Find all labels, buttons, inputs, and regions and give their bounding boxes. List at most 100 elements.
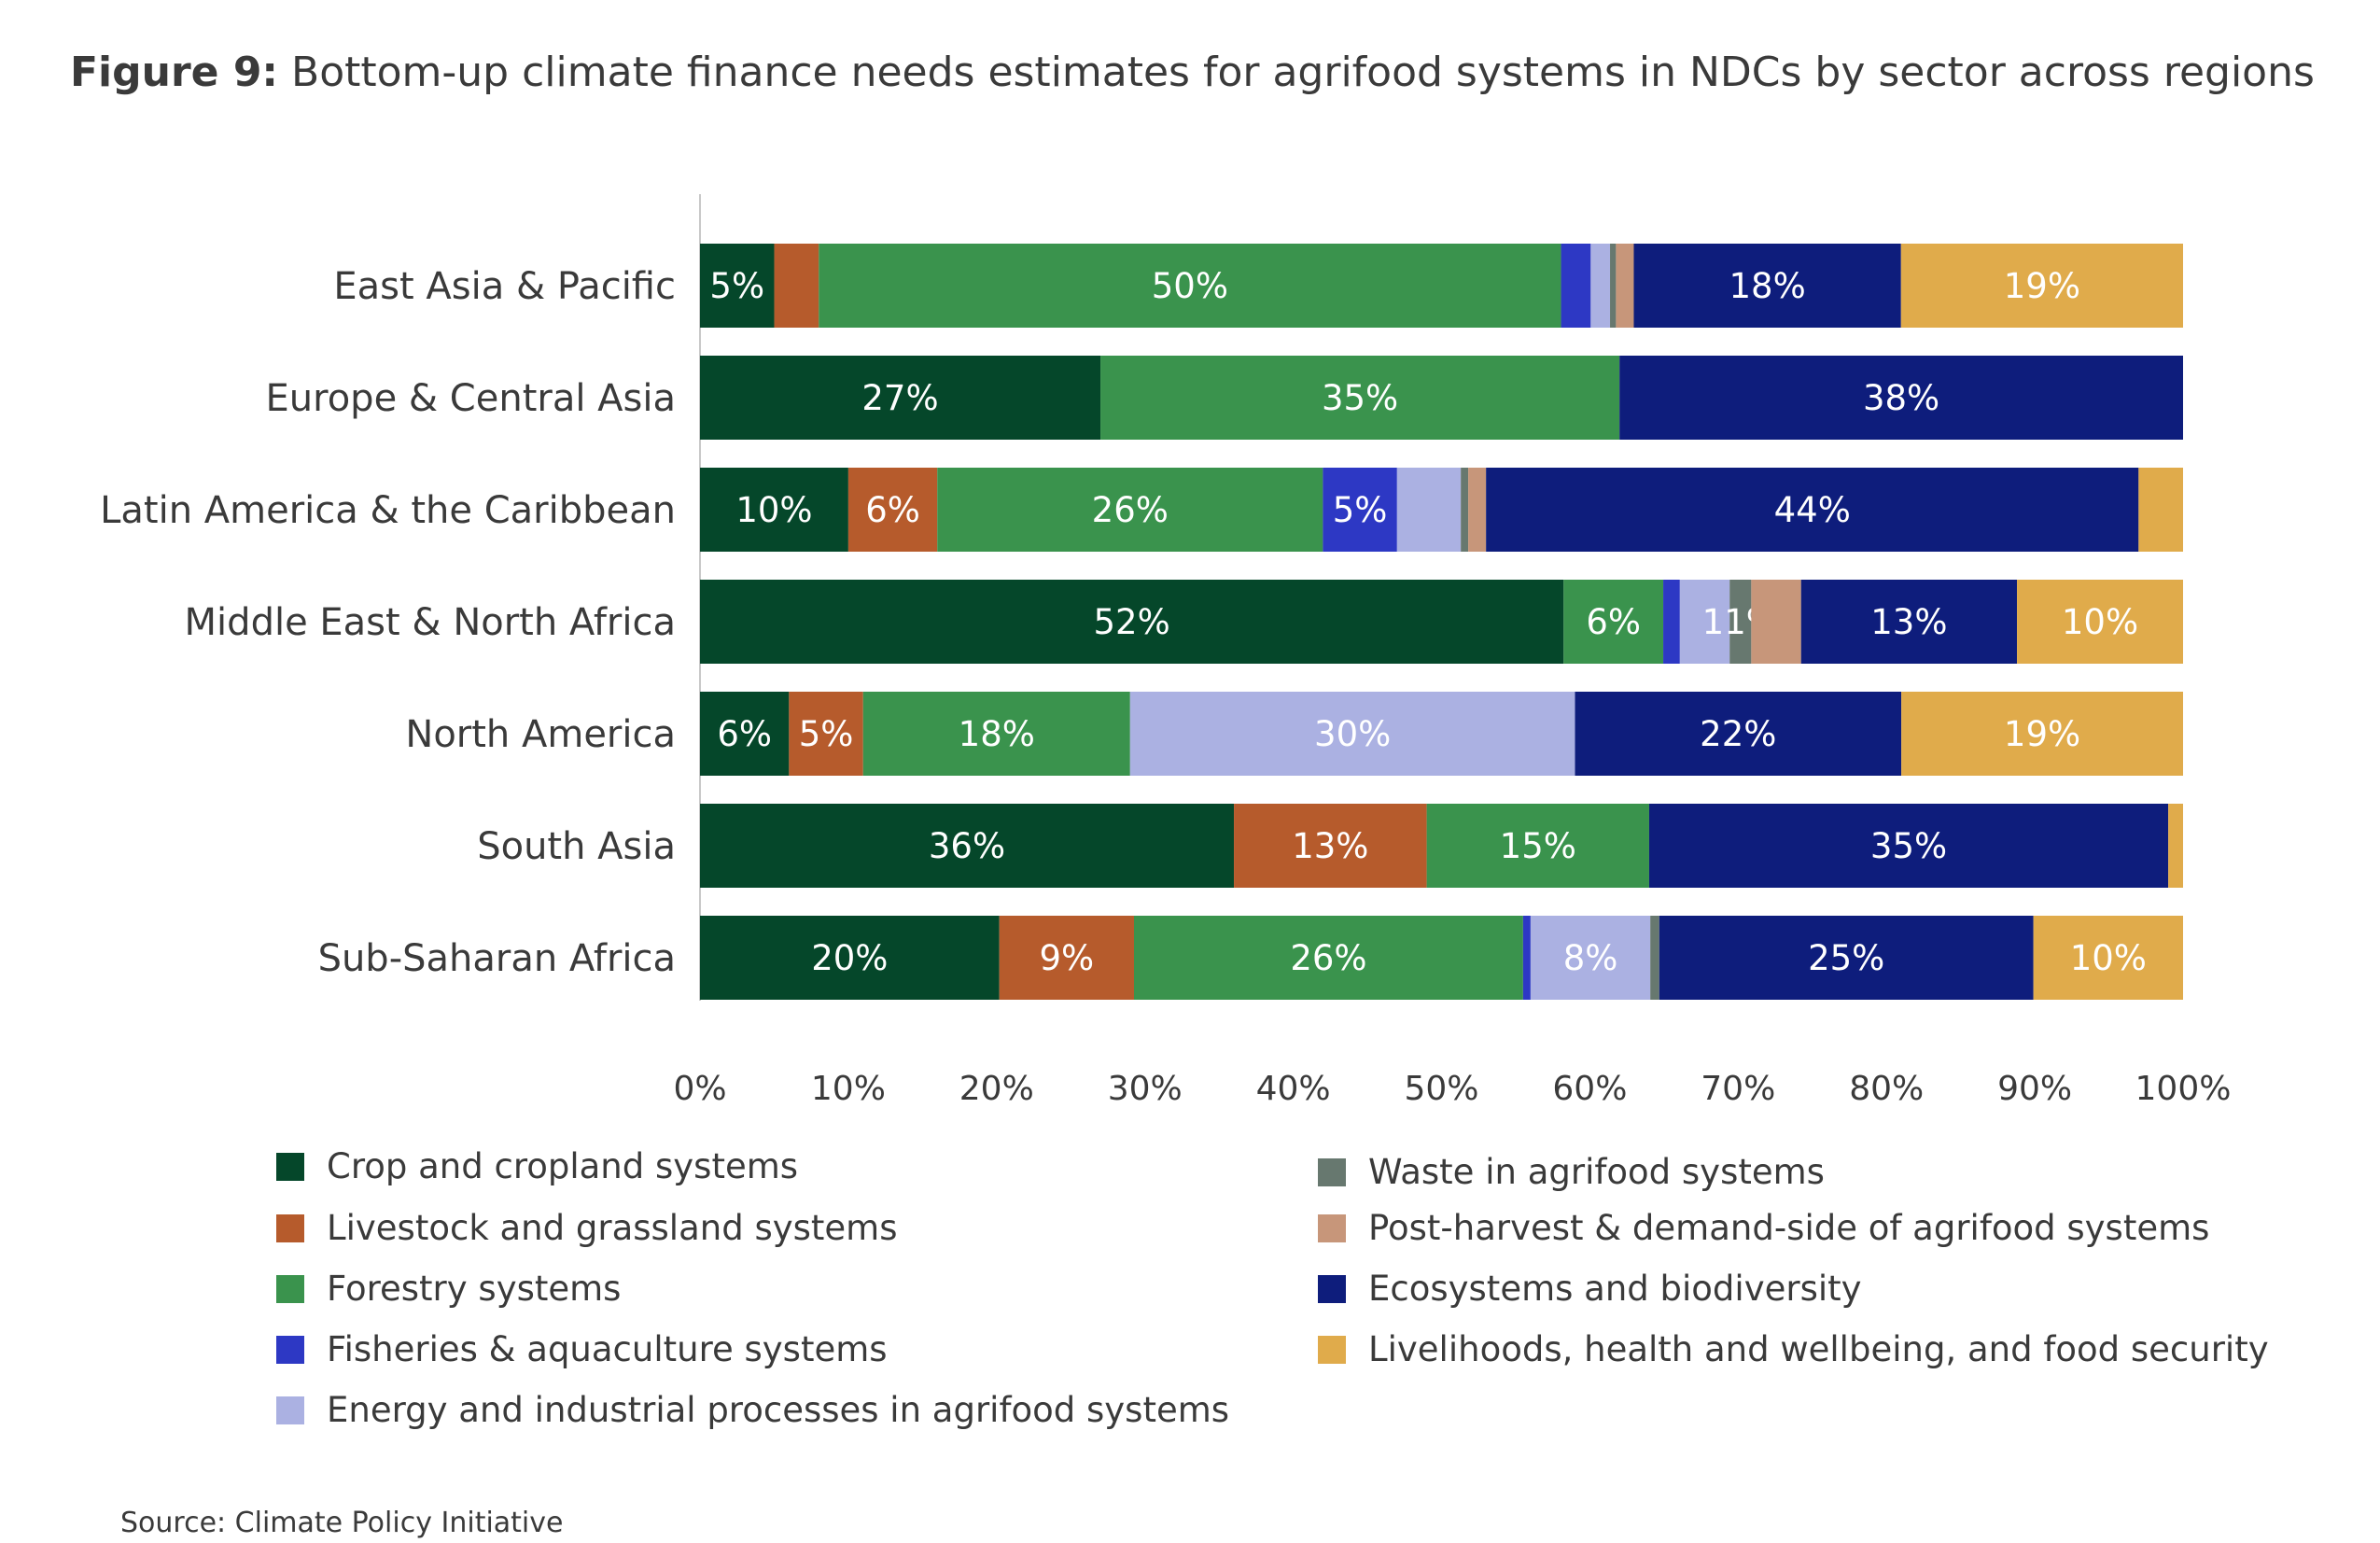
bar-segment-post-harvest-demand-side-of-agrifood-systems — [1468, 468, 1487, 552]
bar-segment-ecosystems-and-biodiversity — [1575, 692, 1902, 776]
bar-segment-livelihoods-health-and-wellbeing-and-food-security — [2138, 468, 2183, 552]
legend-item: Forestry systems — [276, 1269, 621, 1309]
data-label: 13% — [1292, 826, 1368, 866]
legend-item: Post-harvest & demand-side of agrifood s… — [1318, 1208, 2209, 1248]
bar-segment-energy-and-industrial-processes-in-agrifood-systems — [1530, 916, 1651, 1000]
data-label: 6% — [865, 490, 920, 530]
x-tick-label: 10% — [811, 1070, 886, 1108]
legend-label: Livestock and grassland systems — [327, 1208, 898, 1248]
x-tick-label: 50% — [1404, 1070, 1478, 1108]
chart-title: Figure 9: Bottom-up climate finance need… — [70, 49, 2315, 96]
legend-item: Ecosystems and biodiversity — [1318, 1269, 1862, 1309]
data-label: 52% — [1094, 602, 1170, 642]
data-label: 18% — [1729, 266, 1806, 306]
data-label: 22% — [1700, 714, 1776, 754]
data-label: 30% — [1314, 714, 1391, 754]
bar-segment-livestock-and-grassland-systems — [1234, 804, 1427, 888]
data-label: 13% — [1870, 602, 1947, 642]
bar-segment-crop-and-cropland-systems — [700, 244, 775, 328]
x-tick-label: 0% — [673, 1070, 726, 1108]
bar-segment-crop-and-cropland-systems — [700, 916, 1000, 1000]
data-label: 19% — [2004, 714, 2080, 754]
legend-label: Ecosystems and biodiversity — [1368, 1269, 1862, 1309]
bar-segment-crop-and-cropland-systems — [700, 692, 790, 776]
bar-segment-post-harvest-demand-side-of-agrifood-systems — [1616, 244, 1634, 328]
bar-segment-fisheries-aquaculture-systems — [1323, 468, 1397, 552]
figure-title-text: Bottom-up climate finance needs estimate… — [291, 49, 2315, 96]
legend-label: Livelihoods, health and wellbeing, and f… — [1368, 1329, 2269, 1369]
bar-segment-ecosystems-and-biodiversity — [1619, 356, 2183, 440]
data-label: 35% — [1870, 826, 1947, 866]
x-tick-label: 40% — [1256, 1070, 1331, 1108]
category-label: North America — [405, 713, 676, 756]
bar-segment-fisheries-aquaculture-systems — [1561, 244, 1591, 328]
bar-segment-crop-and-cropland-systems — [700, 356, 1101, 440]
data-label: 10% — [2070, 938, 2147, 978]
bar-segment-ecosystems-and-biodiversity — [1648, 804, 2169, 888]
data-label: 25% — [1808, 938, 1884, 978]
legend-swatch — [1318, 1274, 1346, 1303]
bar-segment-ecosystems-and-biodiversity — [1633, 244, 1901, 328]
data-label: 10% — [2062, 602, 2138, 642]
x-tick-label: 70% — [1701, 1070, 1775, 1108]
data-label: 18% — [959, 714, 1035, 754]
category-label: Europe & Central Asia — [266, 377, 676, 420]
x-tick-label: 60% — [1552, 1070, 1627, 1108]
legend-item: Crop and cropland systems — [276, 1146, 798, 1186]
legend-label: Fisheries & aquaculture systems — [327, 1329, 888, 1369]
bar-segment-crop-and-cropland-systems — [700, 804, 1235, 888]
data-label: 26% — [1290, 938, 1366, 978]
bar-segment-energy-and-industrial-processes-in-agrifood-systems — [1590, 244, 1611, 328]
legend-swatch — [1318, 1335, 1346, 1364]
legend-swatch — [276, 1213, 304, 1242]
bar-segment-livestock-and-grassland-systems — [774, 244, 819, 328]
data-label: 8% — [1563, 938, 1618, 978]
legend-item: Livestock and grassland systems — [276, 1208, 898, 1248]
bar-segment-energy-and-industrial-processes-in-agrifood-systems — [1129, 692, 1575, 776]
bar-segment-forestry-systems — [1563, 580, 1664, 664]
x-tick-label: 100% — [2135, 1070, 2232, 1108]
legend-item: Energy and industrial processes in agrif… — [276, 1390, 1229, 1430]
bar-segment-energy-and-industrial-processes-in-agrifood-systems — [1679, 580, 1730, 664]
data-label: 9% — [1039, 938, 1094, 978]
data-label: 15% — [1500, 826, 1576, 866]
legend-swatch — [276, 1274, 304, 1303]
bar-segment-ecosystems-and-biodiversity — [1659, 916, 2034, 1000]
x-tick-label: 90% — [1997, 1070, 2072, 1108]
bar-segment-forestry-systems — [1133, 916, 1523, 1000]
x-tick-label: 80% — [1849, 1070, 1924, 1108]
category-label: Sub-Saharan Africa — [318, 937, 676, 980]
bar-segment-livelihoods-health-and-wellbeing-and-food-security — [2033, 916, 2183, 1000]
data-label: 6% — [717, 714, 772, 754]
bar-segment-crop-and-cropland-systems — [700, 580, 1564, 664]
category-label: Latin America & the Caribbean — [100, 489, 676, 532]
bar-segment-waste-in-agrifood-systems — [1610, 244, 1617, 328]
bar-segment-post-harvest-demand-side-of-agrifood-systems — [1751, 580, 1801, 664]
data-label: 5% — [709, 266, 764, 306]
bar-segment-waste-in-agrifood-systems — [1461, 468, 1469, 552]
x-tick-label: 30% — [1108, 1070, 1183, 1108]
legend-label: Post-harvest & demand-side of agrifood s… — [1368, 1208, 2210, 1248]
x-tick-label: 20% — [959, 1070, 1034, 1108]
data-label: 5% — [1333, 490, 1388, 530]
bar-segment-energy-and-industrial-processes-in-agrifood-systems — [1396, 468, 1462, 552]
bar-segment-fisheries-aquaculture-systems — [1522, 916, 1531, 1000]
data-label: 35% — [1322, 378, 1398, 418]
legend-swatch — [276, 1152, 304, 1181]
bar-segment-livestock-and-grassland-systems — [999, 916, 1134, 1000]
data-label: 10% — [735, 490, 812, 530]
bar-segment-livelihoods-health-and-wellbeing-and-food-security — [2017, 580, 2183, 664]
bar-segment-livestock-and-grassland-systems — [847, 468, 938, 552]
bar-segment-livelihoods-health-and-wellbeing-and-food-security — [1901, 692, 2183, 776]
bar-segment-ecosystems-and-biodiversity — [1486, 468, 2139, 552]
data-label: 50% — [1152, 266, 1228, 306]
data-label: 20% — [811, 938, 888, 978]
bar-segment-livelihoods-health-and-wellbeing-and-food-security — [2168, 804, 2183, 888]
bar-segment-livestock-and-grassland-systems — [789, 692, 863, 776]
bar-segment-waste-in-agrifood-systems — [1729, 580, 1752, 664]
bar-segment-ecosystems-and-biodiversity — [1800, 580, 2018, 664]
legend-swatch — [276, 1335, 304, 1364]
bar-segment-waste-in-agrifood-systems — [1650, 916, 1659, 1000]
legend-swatch — [1318, 1157, 1346, 1186]
